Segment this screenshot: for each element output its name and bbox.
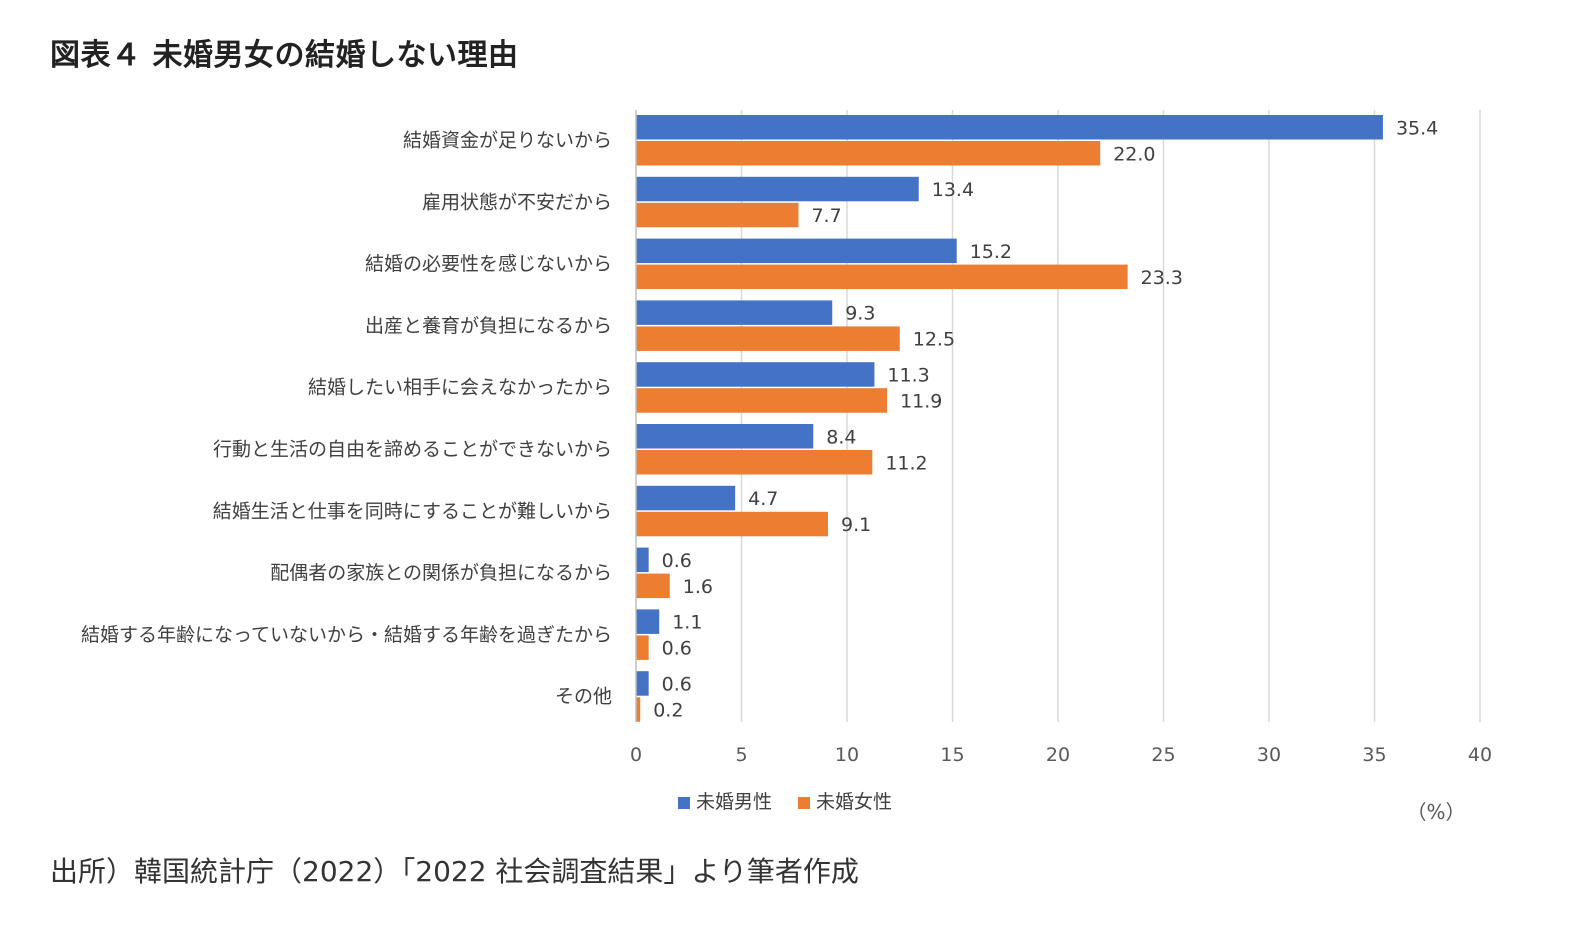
data-label: 7.7 — [811, 205, 841, 227]
bar — [636, 573, 670, 599]
bar — [636, 450, 873, 475]
x-tick-label: 15 — [940, 744, 964, 766]
category-label: 結婚生活と仕事を同時にすることが難しいから — [213, 500, 612, 522]
data-label: 0.6 — [662, 638, 692, 660]
bar — [636, 671, 649, 696]
data-label: 11.2 — [885, 452, 927, 474]
data-label: 13.4 — [932, 179, 974, 201]
data-label: 9.1 — [841, 514, 871, 536]
data-label: 0.6 — [662, 673, 692, 695]
x-tick-label: 25 — [1151, 744, 1175, 766]
data-label: 0.6 — [662, 550, 692, 572]
bar — [636, 362, 875, 387]
bar — [636, 485, 736, 511]
bar — [636, 176, 919, 202]
bar — [636, 511, 829, 537]
bar — [636, 697, 641, 722]
bar — [636, 202, 799, 228]
bar — [636, 115, 1383, 140]
data-label: 11.3 — [887, 364, 929, 386]
data-label: 1.1 — [672, 612, 702, 634]
data-label: 9.3 — [845, 303, 875, 325]
data-label: 1.6 — [683, 576, 713, 598]
data-label: 0.2 — [653, 699, 683, 721]
unit-label: （%） — [1406, 800, 1465, 824]
bar — [636, 326, 900, 351]
bar — [636, 238, 957, 264]
x-tick-label: 30 — [1257, 744, 1281, 766]
x-tick-label: 35 — [1362, 744, 1386, 766]
category-label: 結婚したい相手に会えなかったから — [308, 377, 612, 399]
data-label: 23.3 — [1141, 267, 1183, 289]
x-tick-label: 0 — [630, 744, 642, 766]
legend-swatch — [798, 797, 810, 809]
category-label: 出産と養育が負担になるから — [365, 315, 612, 337]
data-label: 11.9 — [900, 390, 942, 412]
category-label: 行動と生活の自由を諦めることができないから — [213, 439, 612, 461]
bar — [636, 264, 1128, 290]
data-label: 4.7 — [748, 488, 778, 510]
legend-label: 未婚男性 — [696, 791, 772, 813]
figure-title: 図表４ 未婚男女の結婚しない理由 — [50, 38, 519, 73]
bar — [636, 300, 833, 325]
bar — [636, 547, 649, 573]
x-tick-label: 5 — [735, 744, 747, 766]
bar — [636, 424, 814, 449]
bar — [636, 635, 649, 660]
legend-label: 未婚女性 — [816, 791, 892, 813]
data-label: 15.2 — [970, 241, 1012, 263]
bar — [636, 141, 1101, 166]
legend-swatch — [678, 797, 690, 809]
x-tick-label: 20 — [1046, 744, 1070, 766]
bar — [636, 388, 888, 413]
category-label: 結婚資金が足りないから — [403, 130, 612, 152]
x-tick-label: 10 — [835, 744, 859, 766]
data-label: 35.4 — [1396, 117, 1438, 139]
x-tick-label: 40 — [1468, 744, 1492, 766]
category-label: 雇用状態が不安だから — [422, 191, 612, 213]
data-label: 8.4 — [826, 426, 856, 448]
source-note: 出所）韓国統計庁（2022）「2022 社会調査結果」より筆者作成 — [50, 855, 859, 888]
category-label: その他 — [555, 686, 612, 708]
category-label: 結婚の必要性を感じないから — [365, 253, 612, 275]
category-label: 結婚する年齢になっていないから・結婚する年齢を過ぎたから — [81, 624, 612, 646]
data-label: 22.0 — [1113, 143, 1155, 165]
category-label: 配偶者の家族との関係が負担になるから — [270, 562, 612, 584]
data-label: 12.5 — [913, 329, 955, 351]
bar — [636, 609, 660, 634]
